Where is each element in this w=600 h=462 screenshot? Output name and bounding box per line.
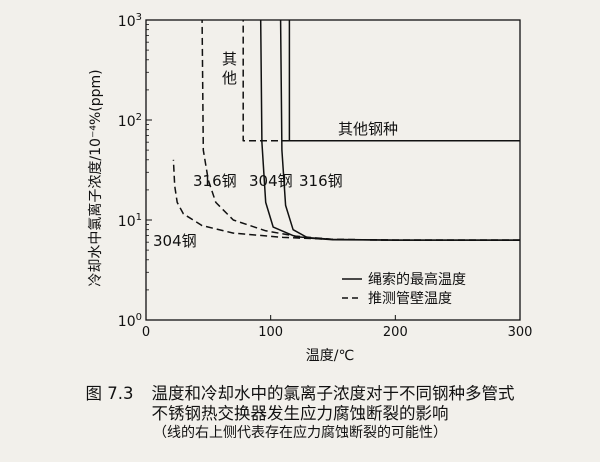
- plot-frame: [145, 19, 521, 321]
- y-tick-label-0: 100: [118, 312, 142, 330]
- x-tick-label-2: 200: [383, 325, 408, 340]
- legend-solid-label: 绳索的最高温度: [368, 271, 466, 288]
- series-layer: [172, 19, 520, 241]
- label-316-left: 316钢: [193, 172, 237, 190]
- figure-number: 图 7.3: [85, 384, 134, 403]
- x-tick-label-3: 300: [508, 325, 533, 340]
- y-tick-label-1: 101: [118, 212, 142, 230]
- label-316-right: 316钢: [299, 172, 343, 190]
- label-other-steel: 其他钢种: [338, 120, 398, 138]
- label-304-top: 304钢: [249, 172, 293, 190]
- series-solid-1: [279, 19, 520, 241]
- caption-note: （线的右上侧代表存在应力腐蚀断裂的可能性）: [153, 424, 447, 441]
- x-axis-label: 温度/℃: [306, 348, 354, 364]
- series-dashed-3: [242, 20, 520, 142]
- series-solid-0: [288, 20, 520, 142]
- y-tick-label-2: 102: [118, 112, 142, 130]
- label-304-bottom: 304钢: [153, 232, 197, 250]
- y-axis-label: 冷却水中氯离子浓度/10⁻⁴%(ppm): [87, 69, 104, 286]
- series-dashed-5: [172, 159, 520, 241]
- label-other-short-2: 他: [222, 69, 237, 87]
- x-tick-label-0: 0: [142, 325, 150, 340]
- y-tick-label-3: 103: [118, 12, 142, 30]
- caption-line-1: 图 7.3 温度和冷却水中的氯离子浓度对于不同钢种多管式: [0, 384, 600, 404]
- label-other-short-1: 其: [222, 50, 237, 68]
- caption-title-1: 温度和冷却水中的氯离子浓度对于不同钢种多管式: [151, 384, 515, 403]
- figure-caption: 图 7.3 温度和冷却水中的氯离子浓度对于不同钢种多管式 不锈钢热交换器发生应力腐…: [0, 384, 600, 441]
- x-tick-label-1: 100: [258, 325, 283, 340]
- legend-dashed-label: 推测管壁温度: [368, 291, 452, 307]
- caption-line-2: 不锈钢热交换器发生应力腐蚀断裂的影响: [151, 403, 449, 423]
- legend: 绳索的最高温度 推测管壁温度: [342, 271, 466, 307]
